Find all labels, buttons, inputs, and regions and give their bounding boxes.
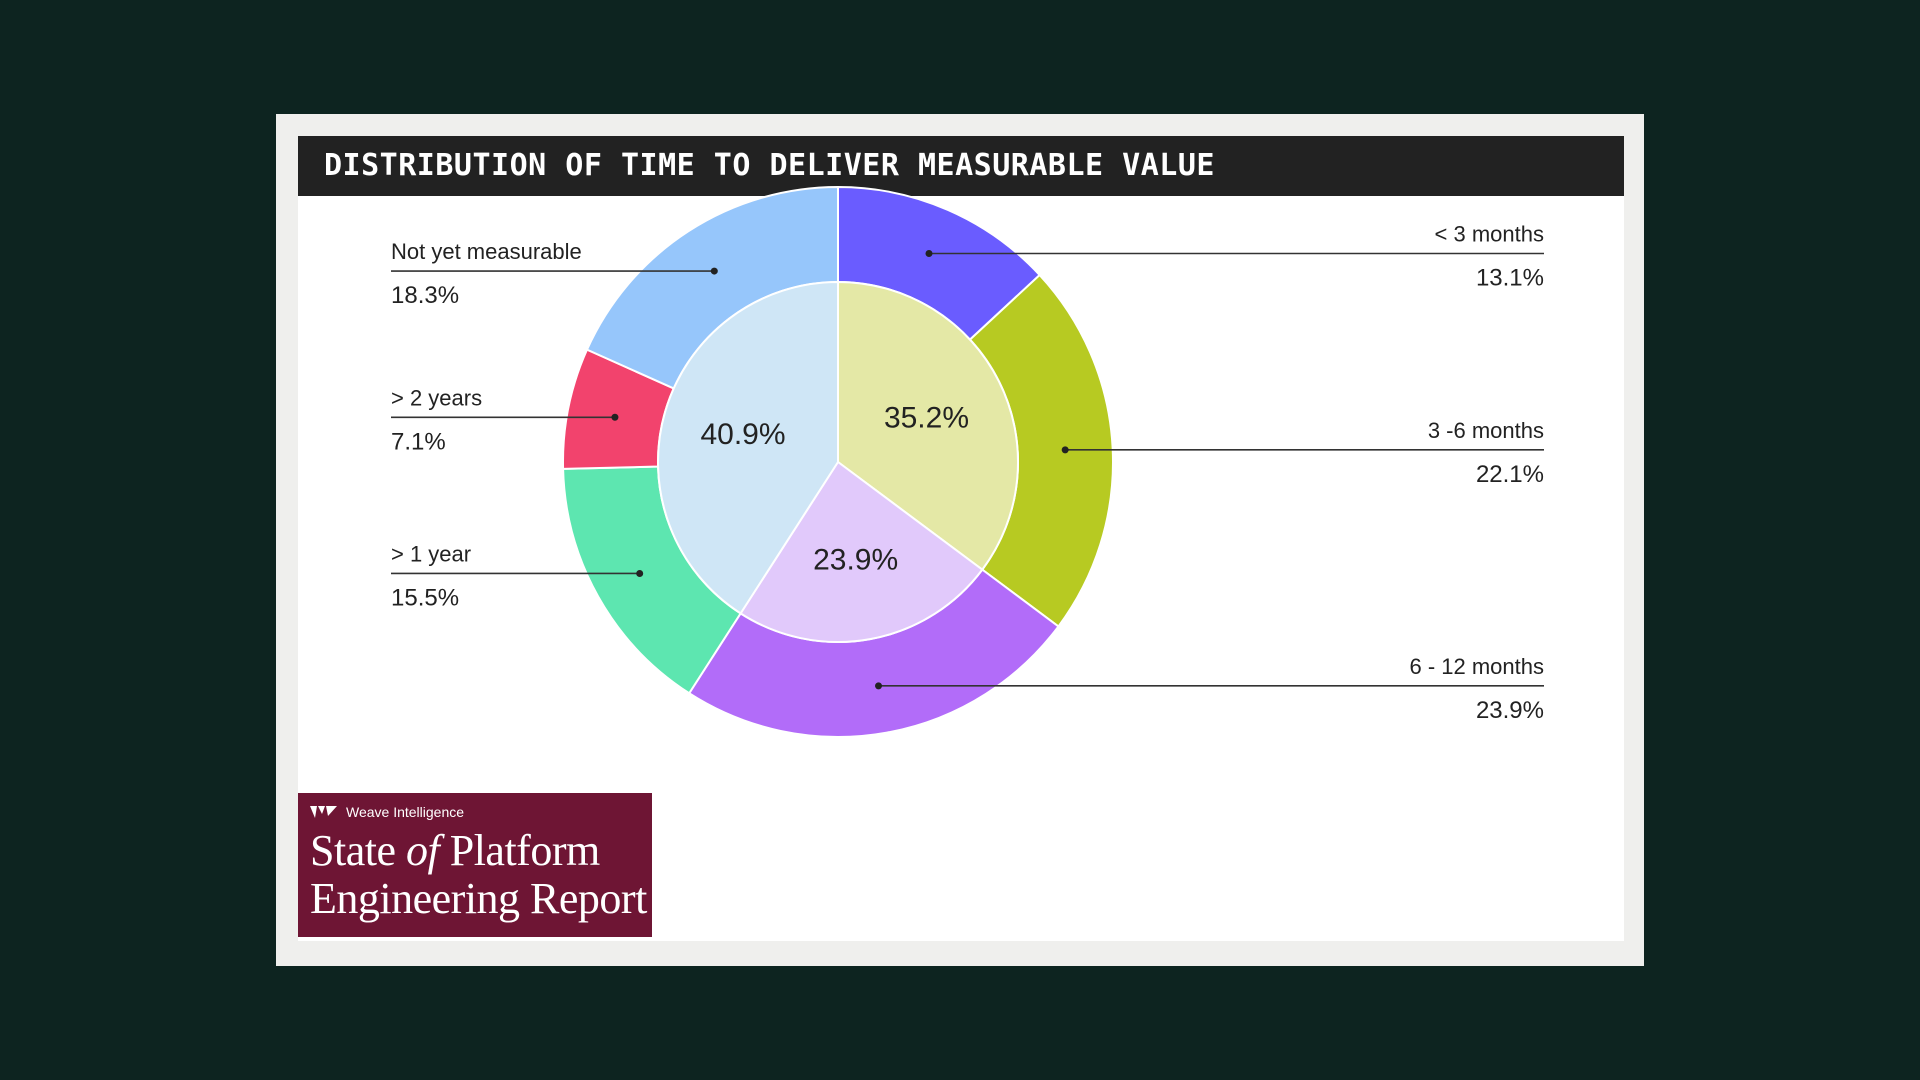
inner-slice <box>837 280 1019 572</box>
outer-category-label: > 2 years <box>391 385 482 410</box>
report-title-word-state: State <box>310 826 396 875</box>
brand-header: Weave Intelligence <box>310 803 464 821</box>
inner-value-label: 35.2% <box>884 402 969 435</box>
brand-company-name: Weave Intelligence <box>346 804 465 820</box>
inner-value-label: 40.9% <box>700 418 785 451</box>
weave-logo-icon <box>310 806 337 818</box>
leader-dot <box>875 682 883 690</box>
title-bar: DISTRIBUTION OF TIME TO DELIVER MEASURAB… <box>298 136 1624 196</box>
outer-value-label: 22.1% <box>1476 461 1544 488</box>
inner-slice <box>657 280 839 615</box>
report-card: DISTRIBUTION OF TIME TO DELIVER MEASURAB… <box>276 114 1644 966</box>
outer-category-label: 3 -6 months <box>1428 418 1544 443</box>
report-title-line-1: State of Platform <box>310 827 647 875</box>
outer-category-label: > 1 year <box>391 541 471 566</box>
outer-category-label: < 3 months <box>1435 221 1544 246</box>
donut-chart: 35.2% 23.9% 40.9% < 3 months 13.1% 3 -6 month… <box>391 185 1544 738</box>
outer-value-label: 18.3% <box>391 282 459 309</box>
leader-dot <box>925 249 933 257</box>
inner-value-label: 23.9% <box>813 543 898 576</box>
report-brand-badge: Weave Intelligence State of Platform Eng… <box>298 793 652 937</box>
report-title-word-of: of <box>405 826 440 875</box>
outer-category-label: 6 - 12 months <box>1409 654 1544 679</box>
chart-title: DISTRIBUTION OF TIME TO DELIVER MEASURAB… <box>324 148 1215 183</box>
outer-category-label: Not yet measurable <box>391 239 582 264</box>
outer-value-label: 23.9% <box>1476 697 1544 724</box>
leader-dot <box>710 267 718 275</box>
report-title-word-platform: Platform <box>449 826 600 875</box>
report-title-line-2: Engineering Report <box>310 874 647 923</box>
outer-value-label: 15.5% <box>391 584 459 611</box>
leader-dot <box>611 413 619 421</box>
outer-value-label: 13.1% <box>1476 264 1544 291</box>
leader-dot <box>636 569 644 577</box>
leader-dot <box>1061 446 1069 454</box>
outer-value-label: 7.1% <box>391 428 446 455</box>
inner-slice <box>739 460 984 643</box>
report-title: State of Platform Engineering Report <box>310 827 647 923</box>
